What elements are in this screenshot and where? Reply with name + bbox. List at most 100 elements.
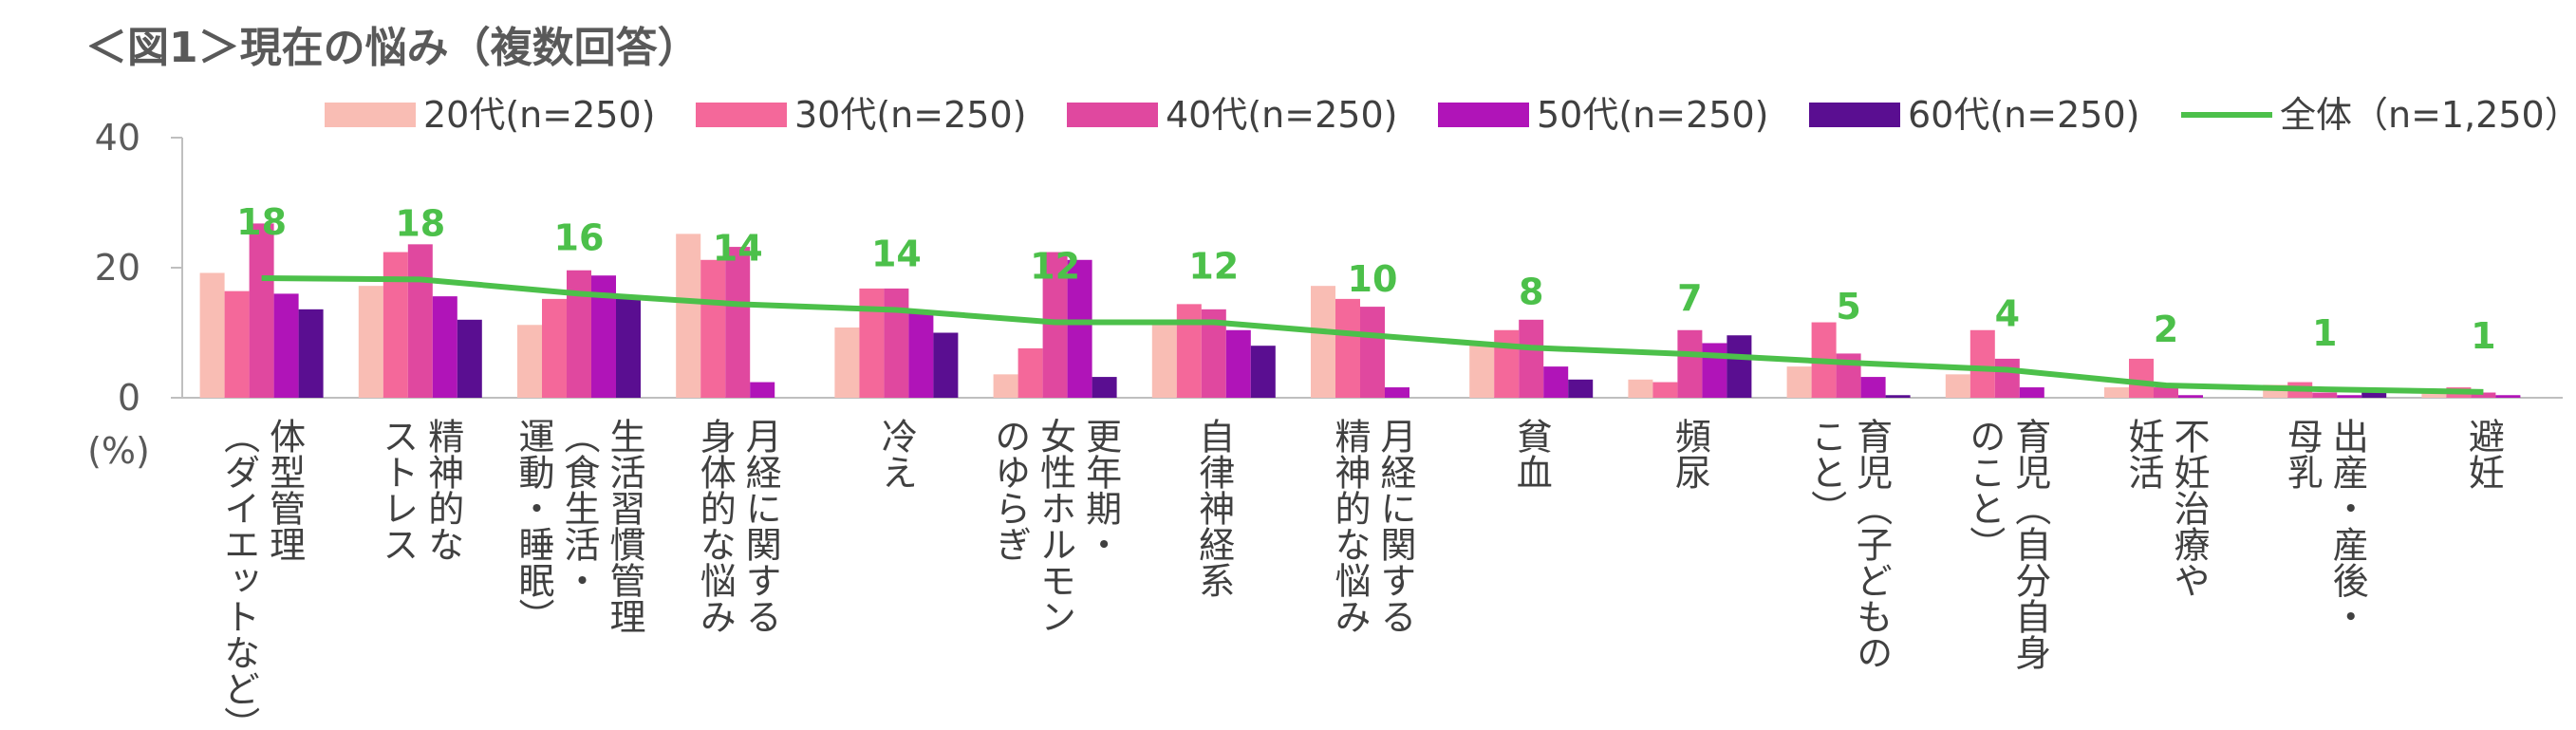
legend-label: 20代(n=250) — [423, 94, 655, 136]
bar — [383, 252, 408, 398]
bar — [1702, 343, 1727, 398]
bar — [407, 244, 433, 398]
category-label: のゆらぎ — [989, 418, 1031, 562]
category-label: ストレス — [377, 418, 419, 562]
bar — [542, 298, 567, 398]
category-label: 運動・睡眠） — [513, 418, 554, 634]
data-label: 18 — [236, 201, 287, 243]
y-axis-unit: (%) — [87, 430, 150, 472]
legend-swatch — [696, 103, 787, 127]
legend-label: 50代(n=250) — [1537, 94, 1768, 136]
chart-title: ＜図1＞現在の悩み（複数回答） — [85, 24, 700, 72]
data-labels: 18 18 16 14 14 12 12 10 8 7 5 4 2 1 1 — [236, 201, 2495, 357]
bar — [834, 328, 860, 398]
bar — [1568, 379, 1594, 398]
bar — [1225, 329, 1251, 398]
legend-label: 全体（n=1,250） — [2280, 94, 2576, 136]
bar — [1860, 377, 1886, 398]
overall-series-line — [261, 274, 2484, 395]
category-label: 育児（子どもの — [1851, 418, 1893, 670]
bar — [432, 296, 457, 398]
category-label: 育児（自分自身 — [2009, 418, 2051, 670]
bar — [1543, 366, 1569, 398]
category-label: こと） — [1805, 418, 1847, 526]
category-label: 出産・産後・ — [2326, 418, 2368, 634]
y-tick-label: 40 — [95, 117, 140, 159]
data-label: 1 — [2471, 315, 2495, 357]
bar — [1250, 346, 1276, 398]
data-label: 10 — [1348, 258, 1398, 300]
category-label: 母乳 — [2281, 418, 2323, 490]
legend-label: 60代(n=250) — [1908, 94, 2139, 136]
bar — [2154, 387, 2178, 398]
bar — [1727, 335, 1752, 398]
data-label: 5 — [1836, 286, 1860, 328]
data-label: 7 — [1677, 277, 1702, 319]
category-label: 貧血 — [1510, 418, 1552, 490]
bar — [1469, 343, 1495, 398]
legend-swatch — [1809, 103, 1900, 127]
bar — [1176, 304, 1202, 398]
bar — [2337, 395, 2362, 398]
category-label: 精神的な悩み — [1329, 418, 1371, 634]
bar — [273, 293, 299, 398]
category-label: 月経に関する — [739, 418, 781, 634]
category-label: 精神的な — [422, 418, 464, 562]
data-label: 1 — [2312, 312, 2337, 354]
data-label: 14 — [713, 227, 763, 269]
bar — [676, 234, 701, 398]
legend-swatch — [325, 103, 416, 127]
bar — [1385, 387, 1409, 398]
bar — [933, 332, 959, 398]
bar — [249, 223, 274, 398]
bar — [2471, 392, 2496, 398]
data-label: 16 — [554, 216, 605, 258]
bar — [1092, 377, 1117, 398]
bar — [1067, 259, 1092, 398]
bar — [616, 298, 641, 398]
category-label: 月経に関する — [1374, 418, 1416, 634]
bar — [1945, 374, 1970, 398]
legend-label: 40代(n=250) — [1166, 94, 1397, 136]
bar — [199, 272, 225, 398]
bar — [1017, 347, 1043, 398]
bar — [908, 311, 934, 398]
data-label: 8 — [1519, 271, 1543, 312]
bar — [1519, 319, 1544, 398]
bar — [1786, 366, 1812, 398]
bar — [725, 247, 751, 398]
bar — [2104, 387, 2129, 398]
bar — [750, 382, 775, 398]
bar — [567, 270, 591, 398]
category-label: 更年期・ — [1080, 418, 1122, 562]
data-label: 2 — [2154, 309, 2178, 350]
bar — [1628, 379, 1653, 398]
bar — [1335, 298, 1360, 398]
data-label: 18 — [395, 202, 445, 244]
bar — [1885, 395, 1911, 398]
category-label: 妊活 — [2122, 418, 2164, 490]
data-label: 12 — [1188, 246, 1239, 288]
bar — [2129, 358, 2154, 398]
bar — [1494, 329, 1520, 398]
y-tick-label: 20 — [95, 247, 140, 289]
bar — [224, 290, 250, 398]
bar — [358, 286, 383, 398]
bar — [993, 374, 1018, 398]
category-label: 冷え — [875, 418, 917, 490]
bar — [1360, 307, 1385, 398]
bar — [298, 309, 324, 398]
bar — [517, 325, 542, 398]
data-label: 14 — [871, 234, 922, 275]
category-label: 体型管理 — [264, 418, 306, 562]
bar — [2019, 387, 2044, 398]
bar — [2421, 392, 2447, 398]
category-label: 不妊治療や — [2168, 418, 2210, 598]
category-label: 身体的な悩み — [694, 418, 736, 634]
legend-swatch — [1438, 103, 1529, 127]
data-label: 4 — [1995, 293, 2020, 335]
legend-swatch — [1067, 103, 1158, 127]
category-label: 自律神経系 — [1193, 418, 1235, 598]
